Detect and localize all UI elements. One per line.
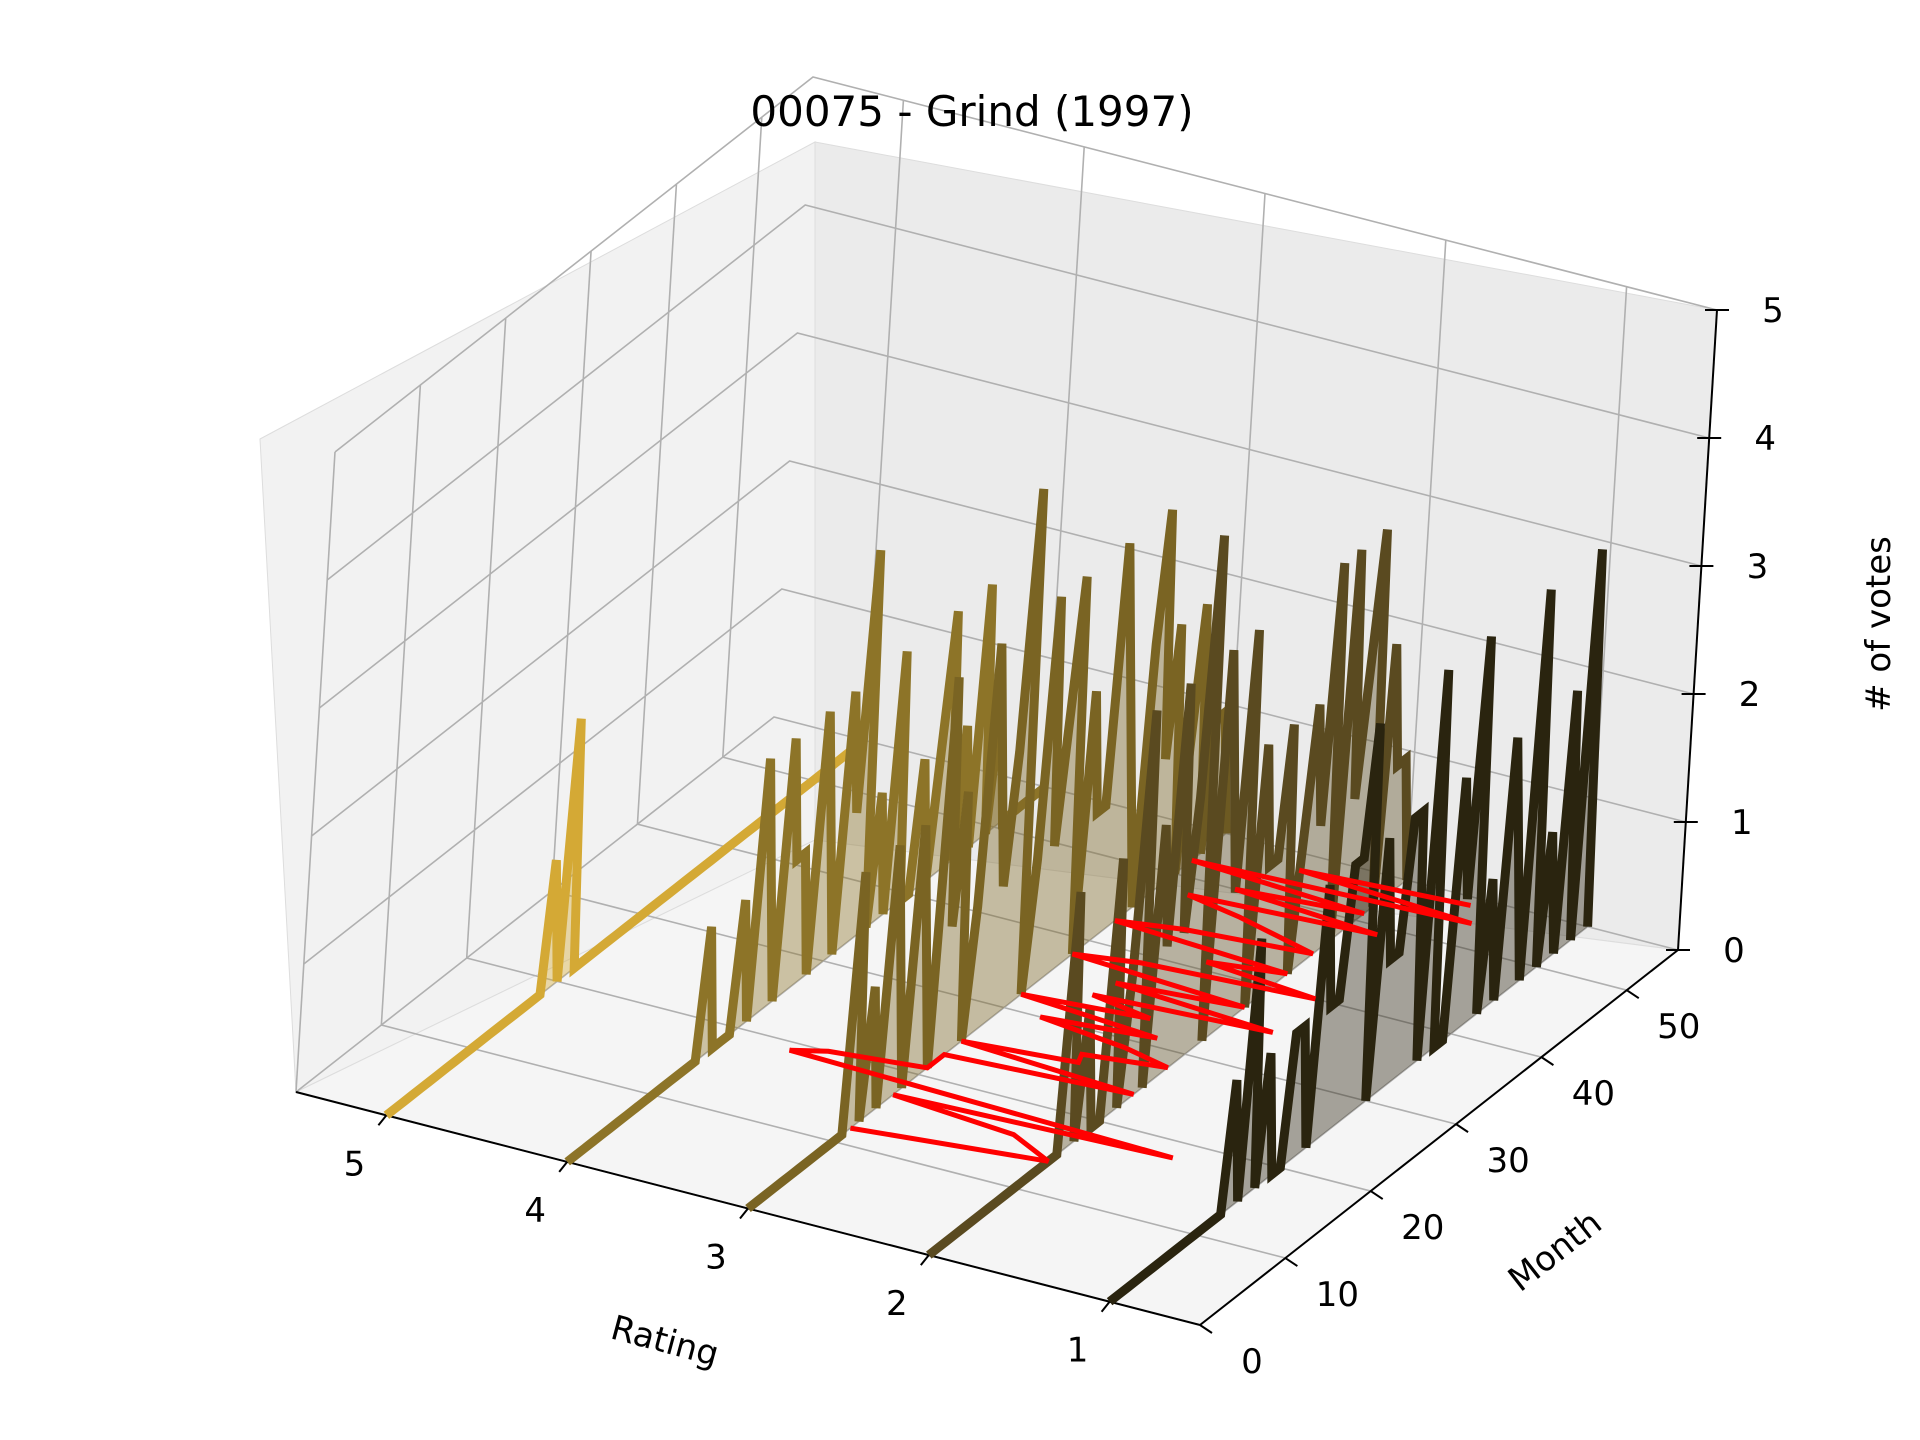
mean-rating-line (788, 857, 1473, 1164)
z-tick-label: 2 (1739, 675, 1761, 715)
x-tick-label: 1 (1067, 1331, 1089, 1371)
x-tick-label: 3 (705, 1238, 727, 1278)
z-tick-label: 1 (1731, 803, 1753, 843)
x-tick-label: 2 (886, 1284, 908, 1324)
chart-title: 00075 - Grind (1997) (750, 87, 1193, 136)
z-axis-label: # of votes (1859, 536, 1899, 712)
y-tick-mark (1540, 1056, 1554, 1066)
x-tick-label: 5 (344, 1144, 366, 1184)
series-line-rating-2 (926, 529, 1412, 1259)
x-tick-mark (920, 1254, 930, 1266)
y-gridline (380, 384, 1286, 1259)
y-tick-label: 0 (1241, 1342, 1263, 1382)
y-tick-mark (1370, 1190, 1384, 1200)
x-tick-mark (1100, 1301, 1111, 1313)
x-tick-mark (558, 1161, 568, 1173)
mean-lines (788, 857, 1473, 1164)
z-axis-line (1677, 309, 1718, 951)
z-gridline (326, 204, 1710, 581)
y-gridline (465, 318, 1371, 1192)
series-rating-5 (383, 718, 868, 1119)
y-gridline (636, 184, 1542, 1058)
x-tick-mark (739, 1207, 749, 1220)
series-rating-2 (926, 529, 1412, 1259)
z-gridline (334, 76, 1718, 453)
x-tick-mark (377, 1114, 388, 1126)
y-tick-label: 20 (1401, 1208, 1444, 1248)
z-tick-label: 0 (1723, 931, 1745, 971)
y-tick-label: 10 (1316, 1275, 1359, 1315)
z-gridline (311, 460, 1694, 837)
series-line-rating-5 (383, 718, 868, 1119)
y-tick-label: 30 (1486, 1141, 1529, 1181)
series-line-rating-3 (745, 488, 1231, 1213)
series-rating-3 (745, 488, 1231, 1213)
y-tick-mark (1626, 989, 1640, 1000)
y-tick-label: 50 (1657, 1007, 1700, 1047)
y-tick-mark (1455, 1123, 1469, 1133)
z-gridline (318, 332, 1702, 709)
y-tick-label: 40 (1572, 1074, 1615, 1114)
y-tick-mark (1199, 1324, 1213, 1334)
x-tick-label: 4 (524, 1191, 546, 1231)
y-axis-line (1199, 949, 1679, 1326)
z-tick-label: 3 (1747, 547, 1769, 587)
z-tick-label: 5 (1762, 291, 1784, 331)
z-tick-label: 4 (1754, 419, 1776, 459)
series-line-rating-1 (1106, 549, 1607, 1306)
y-tick-mark (1284, 1257, 1298, 1267)
